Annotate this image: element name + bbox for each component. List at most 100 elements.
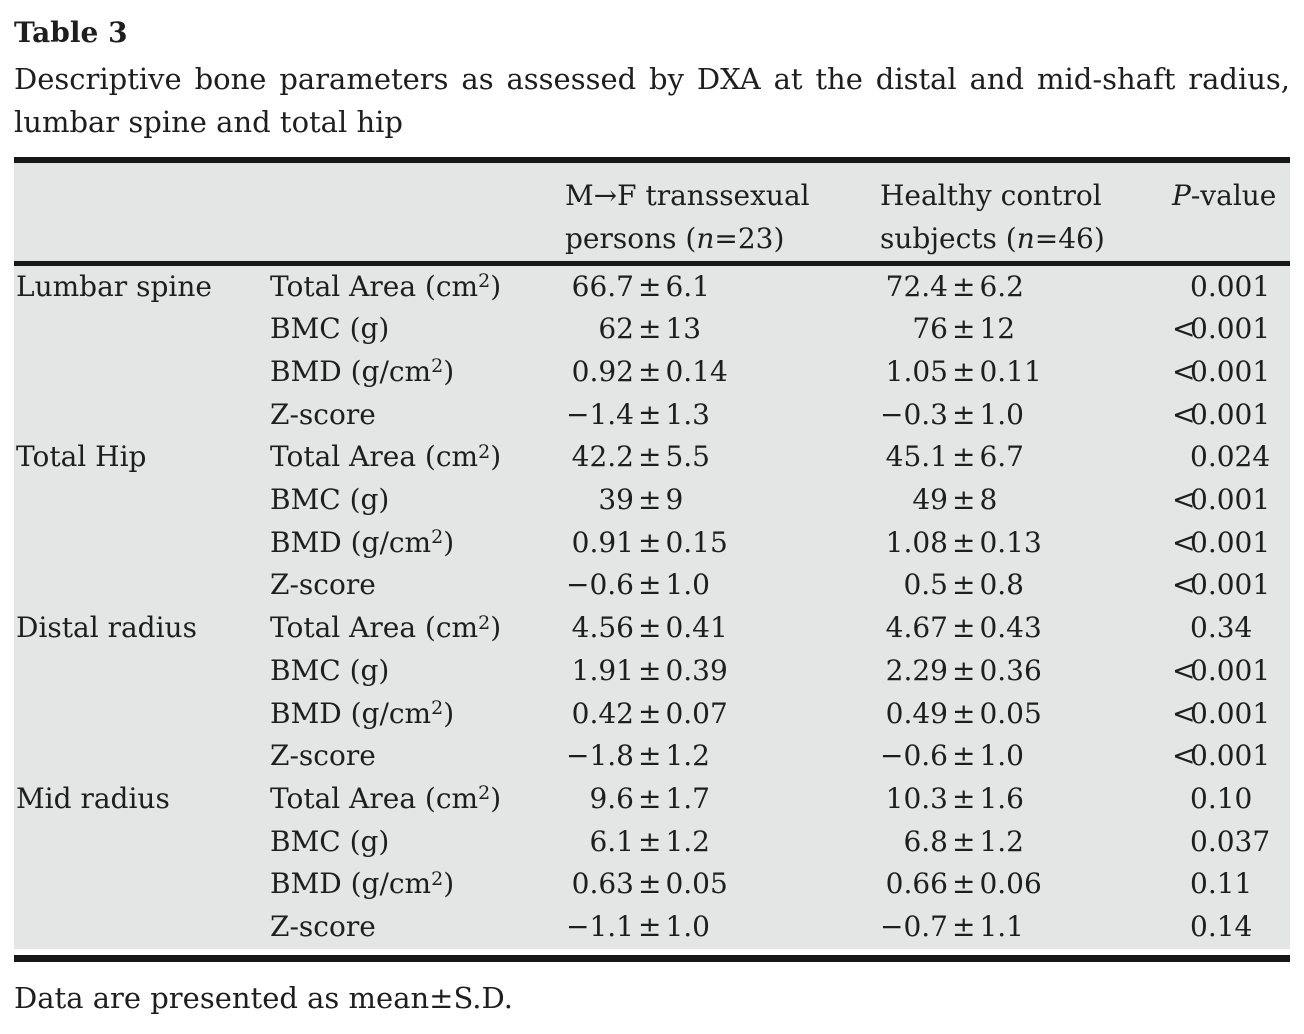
plus-minus-sign: ±	[638, 269, 662, 303]
parameter-label: BMC (g)	[270, 824, 390, 858]
sd-value: 1.0	[665, 910, 710, 944]
less-than-sign: <	[1172, 354, 1196, 388]
mean-value: 0.5	[903, 568, 948, 602]
sd-value: 12	[979, 312, 1016, 346]
parameter-label: BMC (g)	[270, 653, 390, 687]
mtf-value: −1.1 ±1.0	[560, 906, 875, 949]
control-value: 76 ±12	[875, 308, 1172, 351]
mean-value: 0.92	[571, 354, 634, 388]
p-value: <0.001	[1172, 479, 1290, 522]
mean-value: −1.8	[566, 739, 634, 773]
mtf-value: −1.4 ±1.3	[560, 394, 875, 437]
site-label	[14, 564, 270, 607]
table-row: Lumbar spine Total Area (cm2) 66.7 ±6.1 72.4…	[14, 263, 1290, 308]
sd-value: 0.8	[979, 568, 1024, 602]
p-value: <0.001	[1172, 693, 1290, 736]
sd-value: 6.7	[979, 440, 1024, 474]
plus-minus-sign: ±	[638, 312, 662, 346]
p-value: <0.001	[1172, 351, 1290, 394]
control-value: 4.67 ±0.43	[875, 607, 1172, 650]
table-bottom-rule	[14, 954, 1290, 962]
plus-minus-sign: ±	[952, 568, 976, 602]
parameter-label: BMD (g/cm2)	[270, 354, 455, 388]
site-label: Total Hip	[16, 440, 147, 474]
sd-value: 1.7	[665, 781, 710, 815]
mtf-value: 39 ±9	[560, 479, 875, 522]
parameter-label: BMD (g/cm2)	[270, 525, 455, 559]
mtf-value: 1.91 ±0.39	[560, 650, 875, 693]
plus-minus-sign: ±	[952, 611, 976, 645]
plus-minus-sign: ±	[638, 824, 662, 858]
control-value: 1.05 ±0.11	[875, 351, 1172, 394]
mean-value: 1.91	[571, 653, 634, 687]
mtf-value: −0.6 ±1.0	[560, 564, 875, 607]
less-than-sign: <	[1172, 397, 1196, 431]
p-number: 0.001	[1190, 483, 1271, 517]
p-value: <0.001	[1172, 522, 1290, 565]
plus-minus-sign: ±	[638, 781, 662, 815]
mtf-value: 42.2 ±5.5	[560, 436, 875, 479]
sd-value: 0.15	[665, 525, 728, 559]
site-label: Mid radius	[16, 781, 170, 815]
p-value: <0.001	[1172, 650, 1290, 693]
table-body: Lumbar spine Total Area (cm2) 66.7 ±6.1 72.4…	[14, 263, 1290, 949]
parameter-label: BMC (g)	[270, 312, 390, 346]
p-value: 0.024	[1172, 436, 1290, 479]
plus-minus-sign: ±	[638, 483, 662, 517]
mean-value: 42.2	[571, 440, 634, 474]
control-value: 1.08 ±0.13	[875, 522, 1172, 565]
site-label	[14, 351, 270, 394]
plus-minus-sign: ±	[952, 781, 976, 815]
control-value: 2.29 ±0.36	[875, 650, 1172, 693]
mtf-value: 9.6 ±1.7	[560, 778, 875, 821]
less-than-sign: <	[1172, 312, 1196, 346]
sd-value: 1.2	[665, 739, 710, 773]
caption-line-2: lumbar spine and total hip	[14, 105, 403, 139]
plus-minus-sign: ±	[952, 312, 976, 346]
site-label	[14, 308, 270, 351]
mtf-value: 0.63 ±0.05	[560, 863, 875, 906]
control-value: 45.1 ±6.7	[875, 436, 1172, 479]
sd-value: 1.3	[665, 397, 710, 431]
p-number: 0.001	[1190, 269, 1271, 303]
less-than-sign: <	[1172, 568, 1196, 602]
p-value: <0.001	[1172, 394, 1290, 437]
bone-parameters-table: M→F transsexual persons (n=23) Healthy c…	[14, 163, 1290, 949]
header-mtf-line2: persons (n=23)	[565, 222, 785, 255]
p-number: 0.34	[1190, 611, 1253, 645]
site-label	[14, 735, 270, 778]
sd-value: 5.5	[665, 440, 710, 474]
table-area: M→F transsexual persons (n=23) Healthy c…	[14, 157, 1290, 949]
site-label	[14, 863, 270, 906]
header-control-group: Healthy control subjects (n=46)	[875, 163, 1172, 266]
p-number: 0.001	[1190, 568, 1271, 602]
sd-value: 0.11	[979, 354, 1042, 388]
parameter-label: Total Area (cm2)	[270, 440, 502, 474]
table-bottom-gap	[14, 948, 1290, 955]
plus-minus-sign: ±	[638, 568, 662, 602]
table-row: BMC (g) 39 ±9 49 ±8 <0.001	[14, 479, 1290, 522]
table-row: Distal radius Total Area (cm2) 4.56 ±0.41 4.…	[14, 607, 1290, 650]
plus-minus-sign: ±	[952, 397, 976, 431]
table-row: Mid radius Total Area (cm2) 9.6 ±1.7 10.3 ±1.…	[14, 778, 1290, 821]
table-row: BMC (g) 6.1 ±1.2 6.8 ±1.2 0.037	[14, 821, 1290, 864]
p-value: <0.001	[1172, 564, 1290, 607]
parameter-label: BMC (g)	[270, 483, 390, 517]
mean-value: 0.49	[885, 696, 948, 730]
site-label	[14, 650, 270, 693]
site-label	[14, 693, 270, 736]
plus-minus-sign: ±	[638, 653, 662, 687]
site-label	[14, 906, 270, 949]
mean-value: 0.91	[571, 525, 634, 559]
mean-value: 10.3	[885, 781, 948, 815]
plus-minus-sign: ±	[638, 696, 662, 730]
control-value: 6.8 ±1.2	[875, 821, 1172, 864]
table-caption: Descriptive bone parameters as assessed …	[14, 58, 1290, 144]
less-than-sign: <	[1172, 696, 1196, 730]
plus-minus-sign: ±	[638, 397, 662, 431]
p-value: 0.34	[1172, 607, 1290, 650]
sd-value: 0.36	[979, 653, 1042, 687]
control-value: 10.3 ±1.6	[875, 778, 1172, 821]
mtf-value: 6.1 ±1.2	[560, 821, 875, 864]
